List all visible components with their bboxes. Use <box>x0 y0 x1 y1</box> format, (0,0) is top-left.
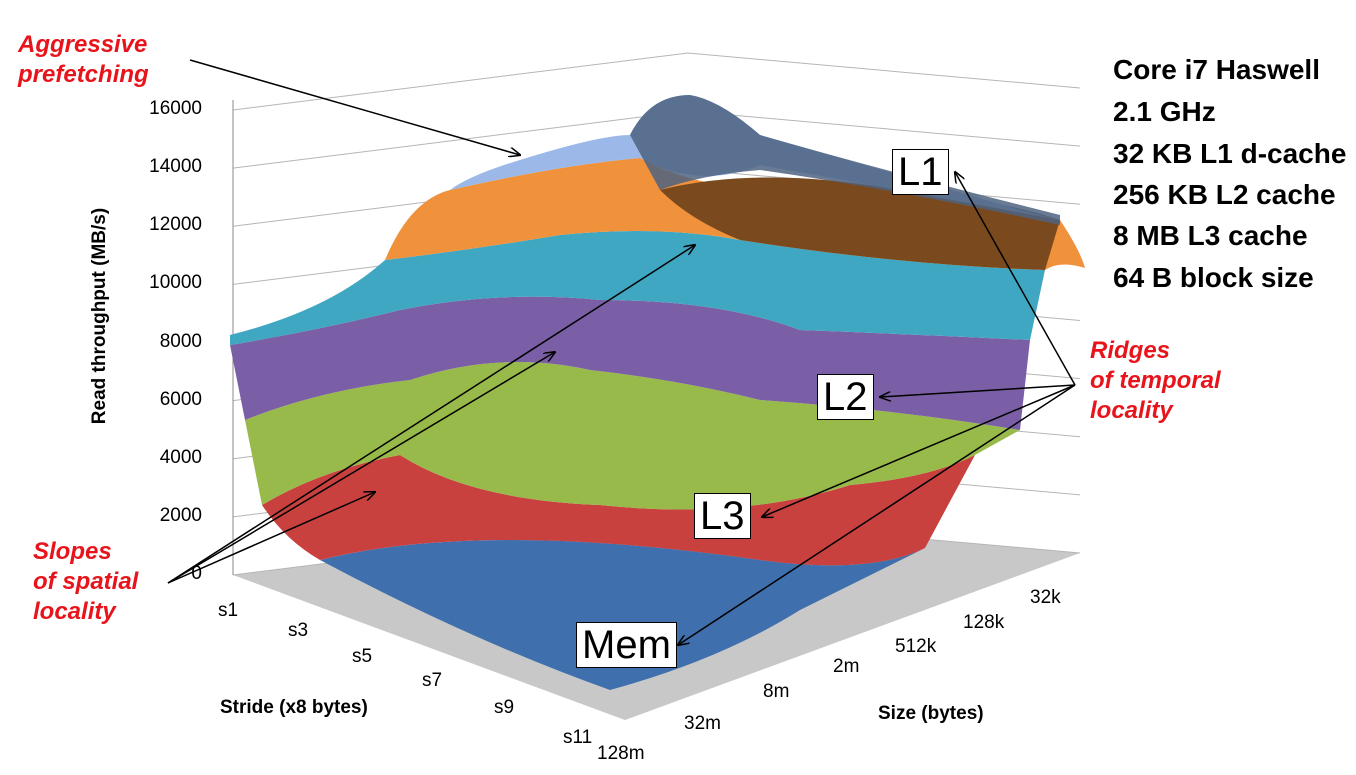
size-tick-label: 128k <box>963 612 1005 633</box>
prefetch-line-2: prefetching <box>18 61 149 88</box>
stride-tick-label: s1 <box>218 600 239 621</box>
stride-tick-label: s3 <box>288 620 309 641</box>
spatial-arrow-1 <box>167 492 375 584</box>
spec-block: 64 B block size <box>1113 262 1314 293</box>
temporal-line-1: Ridges <box>1090 337 1171 364</box>
band-l3 <box>262 455 975 566</box>
stride-tick-label: s11 <box>563 727 593 748</box>
temporal-arrow-l2 <box>880 384 1076 397</box>
y-axis-title: Size (bytes) <box>878 703 984 724</box>
label-l2: L2 <box>817 374 874 420</box>
z-tick-label: 4000 <box>159 446 202 468</box>
x-axis-title: Stride (x8 bytes) <box>220 697 368 718</box>
stride-tick-label: s7 <box>422 670 443 691</box>
spatial-note: Slopes of spatial locality <box>33 537 138 627</box>
z-tick-label: 0 <box>191 563 202 584</box>
z-tick-label: 12000 <box>149 214 202 236</box>
z-tick-label: 8000 <box>159 330 202 352</box>
size-tick-label: 32m <box>684 713 721 734</box>
z-tick-label: 14000 <box>149 156 202 178</box>
z-tick-label: 16000 <box>149 98 202 119</box>
band-cyan <box>230 231 1045 345</box>
prefetch-arrow <box>189 59 520 155</box>
stride-tick-label: s9 <box>494 697 515 718</box>
spec-l3: 8 MB L3 cache <box>1113 220 1308 251</box>
temporal-note: Ridges of temporal locality <box>1090 336 1221 426</box>
stride-tick-label: s5 <box>352 646 373 667</box>
band-mem <box>320 540 925 690</box>
spatial-arrow-2 <box>167 352 555 584</box>
spatial-line-2: of spatial <box>33 568 139 595</box>
size-tick-label: 2m <box>833 656 860 677</box>
size-tick-label: 128m <box>597 743 645 764</box>
temporal-arrow-l1 <box>955 172 1076 386</box>
z-tick-label: 6000 <box>159 388 202 410</box>
gridline <box>232 52 1081 111</box>
temporal-arrow-mem <box>678 384 1076 645</box>
surface <box>230 95 1085 690</box>
spatial-arrow-3 <box>167 245 695 584</box>
size-tick-label: 8m <box>763 681 790 702</box>
spatial-line-1: Slopes <box>33 538 112 565</box>
z-tick-label: 2000 <box>159 504 202 526</box>
spec-cpu: Core i7 Haswell <box>1113 54 1320 85</box>
z-axis-title: Read throughput (MB/s) <box>89 207 110 425</box>
spec-l1: 32 KB L1 d-cache <box>1113 138 1347 169</box>
label-mem: Mem <box>576 622 677 668</box>
temporal-line-3: locality <box>1090 397 1173 424</box>
label-l3: L3 <box>694 493 751 539</box>
band-top-dark <box>630 95 1060 225</box>
band-l2 <box>245 362 1020 510</box>
prefetch-note: Aggressive prefetching <box>18 30 149 90</box>
spec-clock: 2.1 GHz <box>1113 96 1216 127</box>
prefetch-line-1: Aggressive <box>18 31 148 58</box>
temporal-arrow-l3 <box>762 384 1076 517</box>
size-tick-label: 512k <box>895 636 937 657</box>
annotation-arrows <box>167 59 1076 645</box>
size-tick-label: 32k <box>1030 587 1061 608</box>
spec-l2: 256 KB L2 cache <box>1113 179 1336 210</box>
temporal-line-2: of temporal <box>1090 367 1221 394</box>
label-l1: L1 <box>892 149 949 195</box>
z-tick-label: 10000 <box>149 272 202 294</box>
spatial-line-3: locality <box>33 598 116 625</box>
